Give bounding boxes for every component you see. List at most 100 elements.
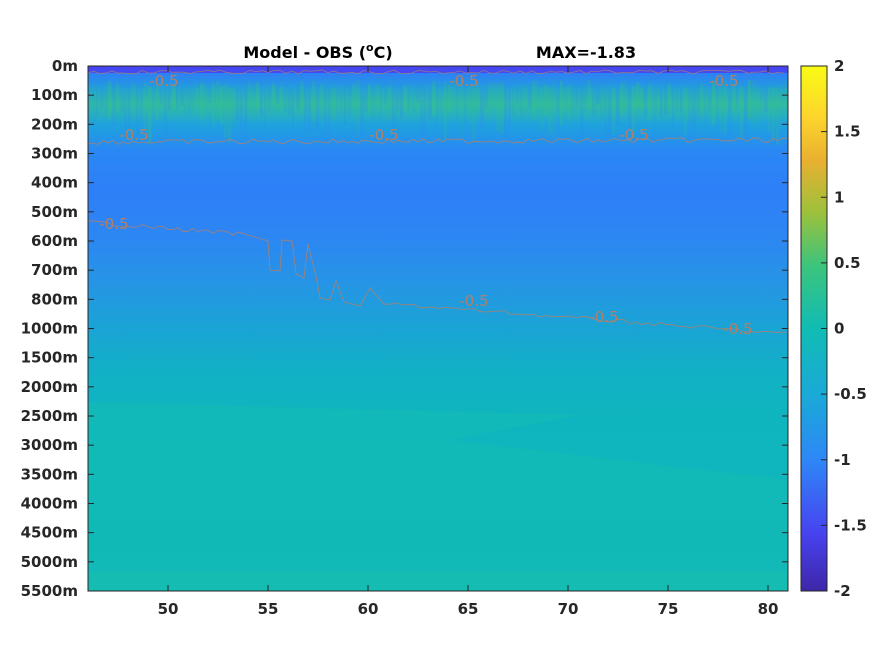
streak xyxy=(696,80,700,120)
streak xyxy=(768,87,771,133)
streak xyxy=(128,81,131,130)
streak xyxy=(152,82,155,123)
y-tick-label: 1000m xyxy=(21,320,78,338)
streak xyxy=(344,83,347,126)
colorbar-tick-label: 2 xyxy=(834,57,844,75)
chart-title: Model - OBS (oC) xyxy=(243,41,392,62)
streak xyxy=(248,82,251,109)
x-tick-label: 70 xyxy=(558,600,579,618)
streak xyxy=(512,82,515,117)
streak xyxy=(196,83,199,106)
streak xyxy=(616,81,620,127)
streak xyxy=(592,85,596,118)
streak xyxy=(444,81,447,140)
y-tick-label: 3000m xyxy=(21,436,78,454)
streak xyxy=(112,81,116,127)
streak xyxy=(236,86,240,120)
streak xyxy=(136,83,139,140)
streak xyxy=(404,85,407,113)
streak xyxy=(652,86,656,142)
streak xyxy=(432,81,436,115)
streak xyxy=(684,87,687,135)
colorbar-tick-label: -1 xyxy=(834,451,851,469)
streak xyxy=(736,82,739,107)
streak xyxy=(244,81,248,139)
streak xyxy=(760,81,764,103)
streak xyxy=(488,82,492,117)
x-tick-label: 80 xyxy=(758,600,779,618)
streak xyxy=(700,82,704,115)
streak xyxy=(452,80,456,102)
streak xyxy=(552,80,556,138)
contour-label: -0.5 xyxy=(619,126,648,144)
streak xyxy=(440,84,443,118)
streak xyxy=(412,83,416,113)
streak xyxy=(716,84,719,127)
y-tick-label: 4000m xyxy=(21,495,78,513)
streak xyxy=(204,82,207,127)
streak xyxy=(308,84,311,132)
x-tick-label: 75 xyxy=(658,600,679,618)
deep-region-a xyxy=(88,402,788,591)
streak xyxy=(140,83,143,136)
streak xyxy=(364,80,368,111)
streak xyxy=(664,84,667,114)
streak xyxy=(728,83,732,136)
streak xyxy=(312,80,315,122)
streak xyxy=(548,86,552,134)
colorbar-tick-label: 1.5 xyxy=(834,123,861,141)
streak xyxy=(124,81,128,136)
streak xyxy=(428,85,432,119)
streak xyxy=(348,80,352,118)
streak xyxy=(92,87,96,126)
y-tick-label: 200m xyxy=(31,115,78,133)
streak xyxy=(288,87,292,115)
streak xyxy=(708,85,712,110)
streak xyxy=(536,80,539,109)
streak xyxy=(264,80,267,135)
colorbar-tick-label: 0 xyxy=(834,320,844,338)
y-tick-label: 3500m xyxy=(21,465,78,483)
streak xyxy=(520,85,523,118)
colorbar-tick-label: 1 xyxy=(834,188,844,206)
streak xyxy=(516,81,519,106)
streak xyxy=(368,84,371,115)
streak xyxy=(456,80,459,125)
streak xyxy=(88,80,91,119)
streak xyxy=(732,83,736,111)
heatmap-plot-area: -0.5 -0.5 -0.5 -0.5 -0.5 -0.5 -0.5 -0.5 -0.5 -0.5 xyxy=(88,66,788,591)
streak xyxy=(388,86,391,122)
streak xyxy=(416,83,420,103)
streak xyxy=(688,85,692,141)
streak xyxy=(328,81,331,136)
streak xyxy=(600,84,604,120)
contour-label: -0.5 xyxy=(99,215,128,233)
streak xyxy=(372,81,375,129)
streak xyxy=(284,81,288,112)
streak xyxy=(656,86,659,110)
streak xyxy=(100,81,104,109)
streak xyxy=(296,84,300,109)
streak xyxy=(352,83,356,105)
streak xyxy=(116,82,119,110)
streak xyxy=(280,86,283,110)
y-tick-label: 5000m xyxy=(21,553,78,571)
y-tick-label: 300m xyxy=(31,145,78,163)
streak xyxy=(780,87,783,107)
streak xyxy=(560,80,563,126)
contour-label: -0.5 xyxy=(589,308,618,326)
streak xyxy=(272,83,276,105)
streak xyxy=(132,83,136,105)
streak xyxy=(424,87,427,145)
streak xyxy=(668,83,671,104)
streak xyxy=(496,82,500,132)
streak xyxy=(528,86,532,108)
streak xyxy=(304,82,308,132)
contour-label: -0.5 xyxy=(459,292,488,310)
title-unit-tail: C) xyxy=(374,43,393,62)
x-tick-label: 55 xyxy=(258,600,279,618)
streak xyxy=(396,82,400,111)
streak xyxy=(108,81,111,118)
streak xyxy=(216,80,220,121)
streak xyxy=(316,84,320,132)
